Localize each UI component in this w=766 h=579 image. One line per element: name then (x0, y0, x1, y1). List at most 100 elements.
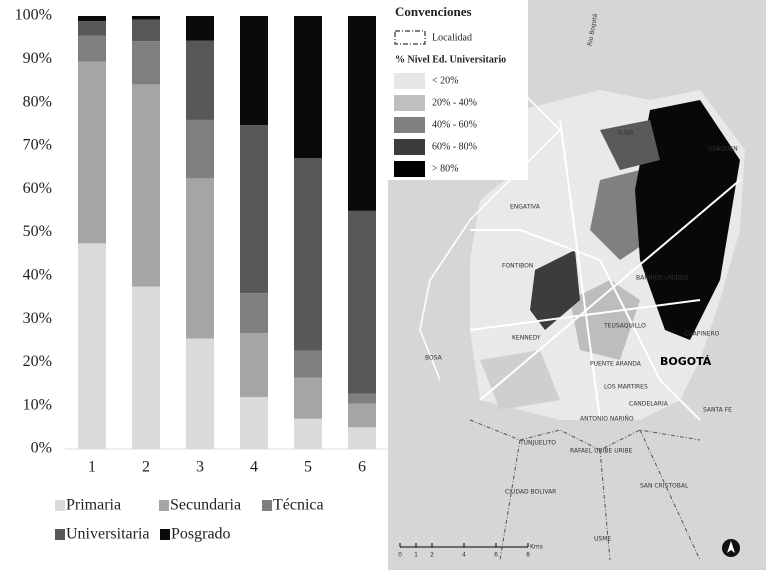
class-swatch (394, 139, 425, 155)
bar-segment (132, 41, 160, 85)
bar-segment (294, 418, 322, 449)
bar-segment (348, 403, 376, 428)
bar-segment (348, 427, 376, 449)
legend-label: Secundaria (170, 497, 241, 514)
map-label: BARRIOS UNIDOS (636, 275, 689, 282)
district (570, 280, 640, 360)
scale-label: 2 (430, 552, 434, 559)
map-label: TEUSAQUILLO (603, 323, 646, 330)
bar-segment (240, 332, 268, 398)
x-tick-label: 1 (88, 459, 96, 476)
bar-segment (78, 16, 106, 22)
map: Convenciones Localidad % Nivel Ed. Unive… (387, 0, 766, 570)
legend-swatch (262, 500, 272, 511)
map-label: USAQUEN (708, 146, 738, 153)
bar-segment (186, 338, 214, 449)
class-label: < 20% (432, 75, 458, 86)
class-swatch (394, 73, 425, 89)
class-swatch (394, 95, 425, 111)
y-tick-label: 90% (23, 50, 52, 67)
class-swatch (394, 117, 425, 133)
bar-segment (186, 119, 214, 179)
y-tick-label: 100% (15, 7, 52, 24)
map-label: CANDELARIA (629, 401, 669, 408)
class-label: 60% - 80% (432, 141, 477, 152)
class-label: > 80% (432, 163, 458, 174)
y-tick-label: 70% (23, 137, 52, 154)
x-tick-label: 3 (196, 459, 204, 476)
bar-segment (186, 178, 214, 339)
map-label: ENGATIVA (510, 204, 541, 211)
bar-segment (186, 16, 214, 41)
scale-label: 6 (494, 552, 498, 559)
class-label: 20% - 40% (432, 97, 477, 108)
bar-segment (132, 84, 160, 287)
bar-segment (78, 243, 106, 449)
scale-label: 1 (414, 552, 418, 559)
x-tick-label: 5 (304, 459, 312, 476)
map-label: SAN CRISTOBAL (640, 483, 689, 490)
map-label: LOS MARTIRES (604, 384, 648, 391)
bar-segment (240, 397, 268, 449)
map-label: PUENTE ARANDA (590, 361, 642, 368)
bar-segment (348, 16, 376, 211)
map-label: USME (594, 536, 611, 543)
bar-segment (78, 35, 106, 62)
x-tick-label: 6 (358, 459, 366, 476)
locality-label: Localidad (432, 32, 472, 43)
y-tick-label: 10% (23, 396, 52, 413)
map-label: CHAPINERO (684, 331, 720, 338)
bar-segment (186, 40, 214, 120)
district (590, 170, 650, 260)
bar-segment (240, 16, 268, 126)
map-label: RAFAEL URIBE URIBE (570, 448, 633, 455)
bar-segment (240, 293, 268, 333)
y-tick-label: 40% (23, 266, 52, 283)
district (635, 100, 740, 340)
x-tick-label: 4 (250, 459, 258, 476)
class-swatch (394, 161, 425, 177)
y-tick-label: 60% (23, 180, 52, 197)
bar-segment (78, 61, 106, 244)
scale-label: 8 (526, 552, 530, 559)
map-label: FONTIBON (502, 263, 533, 270)
legend-swatch (159, 500, 169, 511)
legend-label: Posgrado (171, 526, 231, 543)
map-label: CIUDAD BOLIVAR (505, 489, 556, 496)
legend-label: Técnica (273, 497, 324, 514)
bar-segment (240, 125, 268, 294)
legend-swatch (55, 529, 65, 540)
district (600, 120, 660, 170)
bar-segment (132, 19, 160, 42)
bar-segment (348, 210, 376, 394)
legend-swatch (160, 529, 170, 540)
road (469, 119, 741, 421)
bar-segment (294, 350, 322, 378)
bar-segment (132, 286, 160, 449)
legend-label: Primaria (66, 497, 121, 514)
y-tick-label: 20% (23, 353, 52, 370)
map-label: TUNJUELITO (519, 440, 556, 447)
district (480, 350, 560, 410)
legend-swatch (55, 500, 65, 511)
x-tick-label: 2 (142, 459, 150, 476)
map-label: SANTA FE (703, 407, 732, 414)
legend-title: Convenciones (395, 4, 472, 19)
y-tick-label: 30% (23, 310, 52, 327)
scale-unit: Kms (530, 544, 543, 551)
legend-label: Universitaria (66, 526, 150, 543)
classes-title: % Nivel Ed. Universitario (395, 54, 506, 65)
y-tick-label: 0% (31, 440, 52, 457)
y-tick-label: 80% (23, 93, 52, 110)
bar-segment (294, 16, 322, 159)
bar-segment (294, 377, 322, 419)
locality-icon (394, 30, 426, 45)
class-label: 40% - 60% (432, 119, 477, 130)
district (530, 250, 580, 330)
y-tick-label: 50% (23, 223, 52, 240)
scale-label: 4 (462, 552, 466, 559)
north-arrow (727, 541, 735, 553)
scale-label: 0 (398, 552, 402, 559)
bar-segment (348, 393, 376, 404)
